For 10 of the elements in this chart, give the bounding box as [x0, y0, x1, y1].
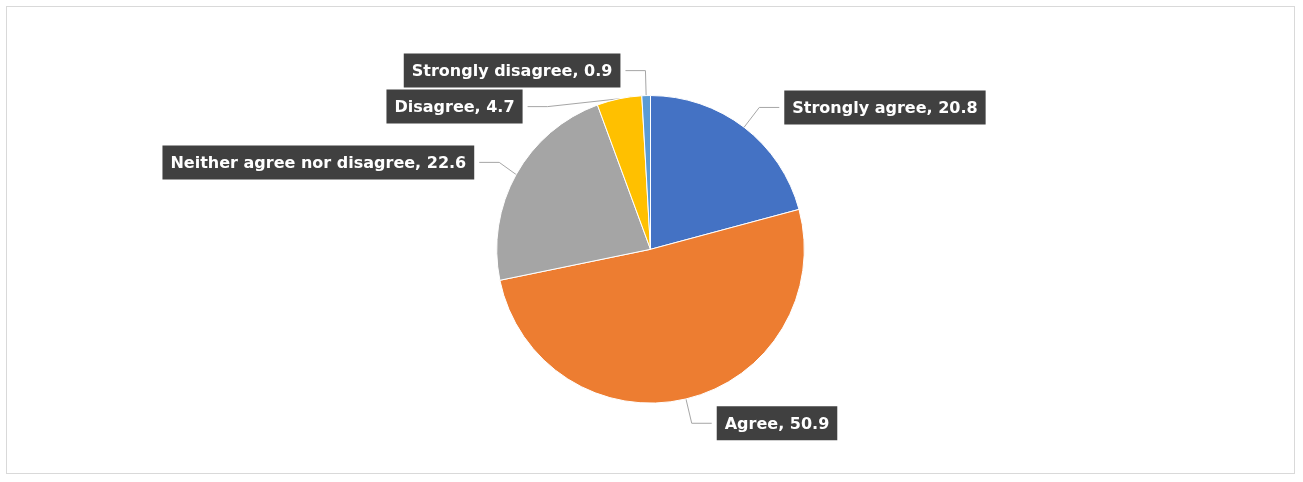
slice-label: Neither agree nor disagree [170, 152, 416, 172]
data-label: , 0.9 [572, 61, 613, 81]
data-label: , 20.8 [926, 97, 978, 117]
slice-label: Agree [724, 413, 779, 433]
slice-label: Strongly disagree [411, 61, 573, 81]
data-label: , 4.7 [474, 97, 515, 117]
slice-label: Strongly agree [792, 97, 927, 117]
slice-label: Disagree [394, 97, 475, 117]
data-label: , 50.9 [778, 413, 830, 433]
data-label: , 22.6 [415, 152, 467, 172]
